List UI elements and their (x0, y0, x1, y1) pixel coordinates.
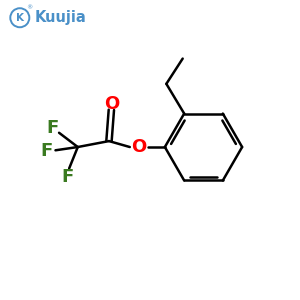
Text: F: F (46, 119, 58, 137)
Text: F: F (40, 142, 53, 160)
Text: O: O (131, 138, 146, 156)
Text: ®: ® (26, 6, 32, 11)
Text: K: K (16, 13, 24, 23)
Text: Kuujia: Kuujia (35, 10, 87, 25)
Text: F: F (61, 168, 74, 186)
Text: O: O (104, 95, 119, 113)
